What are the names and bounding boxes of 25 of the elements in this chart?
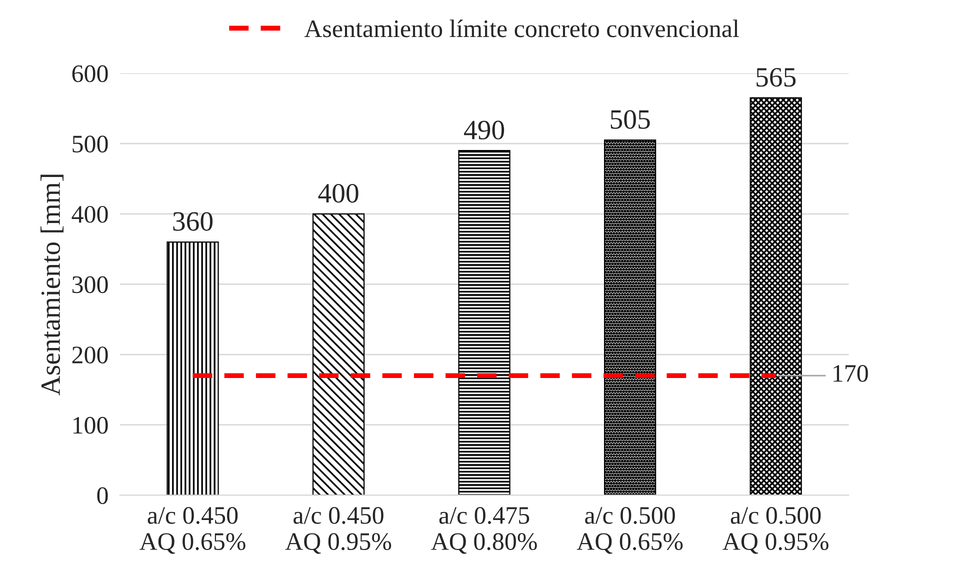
y-tick-label: 500 [72, 136, 108, 152]
y-tick-label: 600 [72, 65, 108, 82]
y-axis-title: Asentamiento [mm] [40, 174, 64, 396]
bar [750, 97, 802, 496]
x-tick-label: a/c 0.450 AQ 0.95% [285, 507, 392, 554]
y-tick-label: 0 [97, 487, 108, 504]
y-tick-label: 300 [72, 276, 108, 294]
legend-label: Asentamiento límite concreto convencional [304, 20, 739, 38]
bar [166, 241, 219, 496]
x-tick-label: a/c 0.500 AQ 0.65% [576, 507, 683, 554]
data-label: 360 [173, 212, 213, 231]
x-tick-label: a/c 0.475 AQ 0.80% [431, 507, 537, 554]
annotation: 170 [834, 365, 868, 382]
y-tick-label: 400 [72, 206, 108, 223]
y-tick-label: 100 [73, 416, 108, 434]
x-tick-label: a/c 0.500 AQ 0.95% [722, 507, 828, 554]
bar [604, 140, 656, 496]
x-tick-label: a/c 0.450 AQ 0.65% [140, 507, 246, 554]
bar [312, 213, 365, 496]
data-label: 490 [464, 120, 504, 140]
data-label: 400 [318, 184, 358, 203]
data-label: 505 [610, 110, 650, 129]
data-label: 565 [756, 68, 796, 87]
bar [458, 150, 510, 496]
y-tick-label: 200 [72, 346, 108, 364]
